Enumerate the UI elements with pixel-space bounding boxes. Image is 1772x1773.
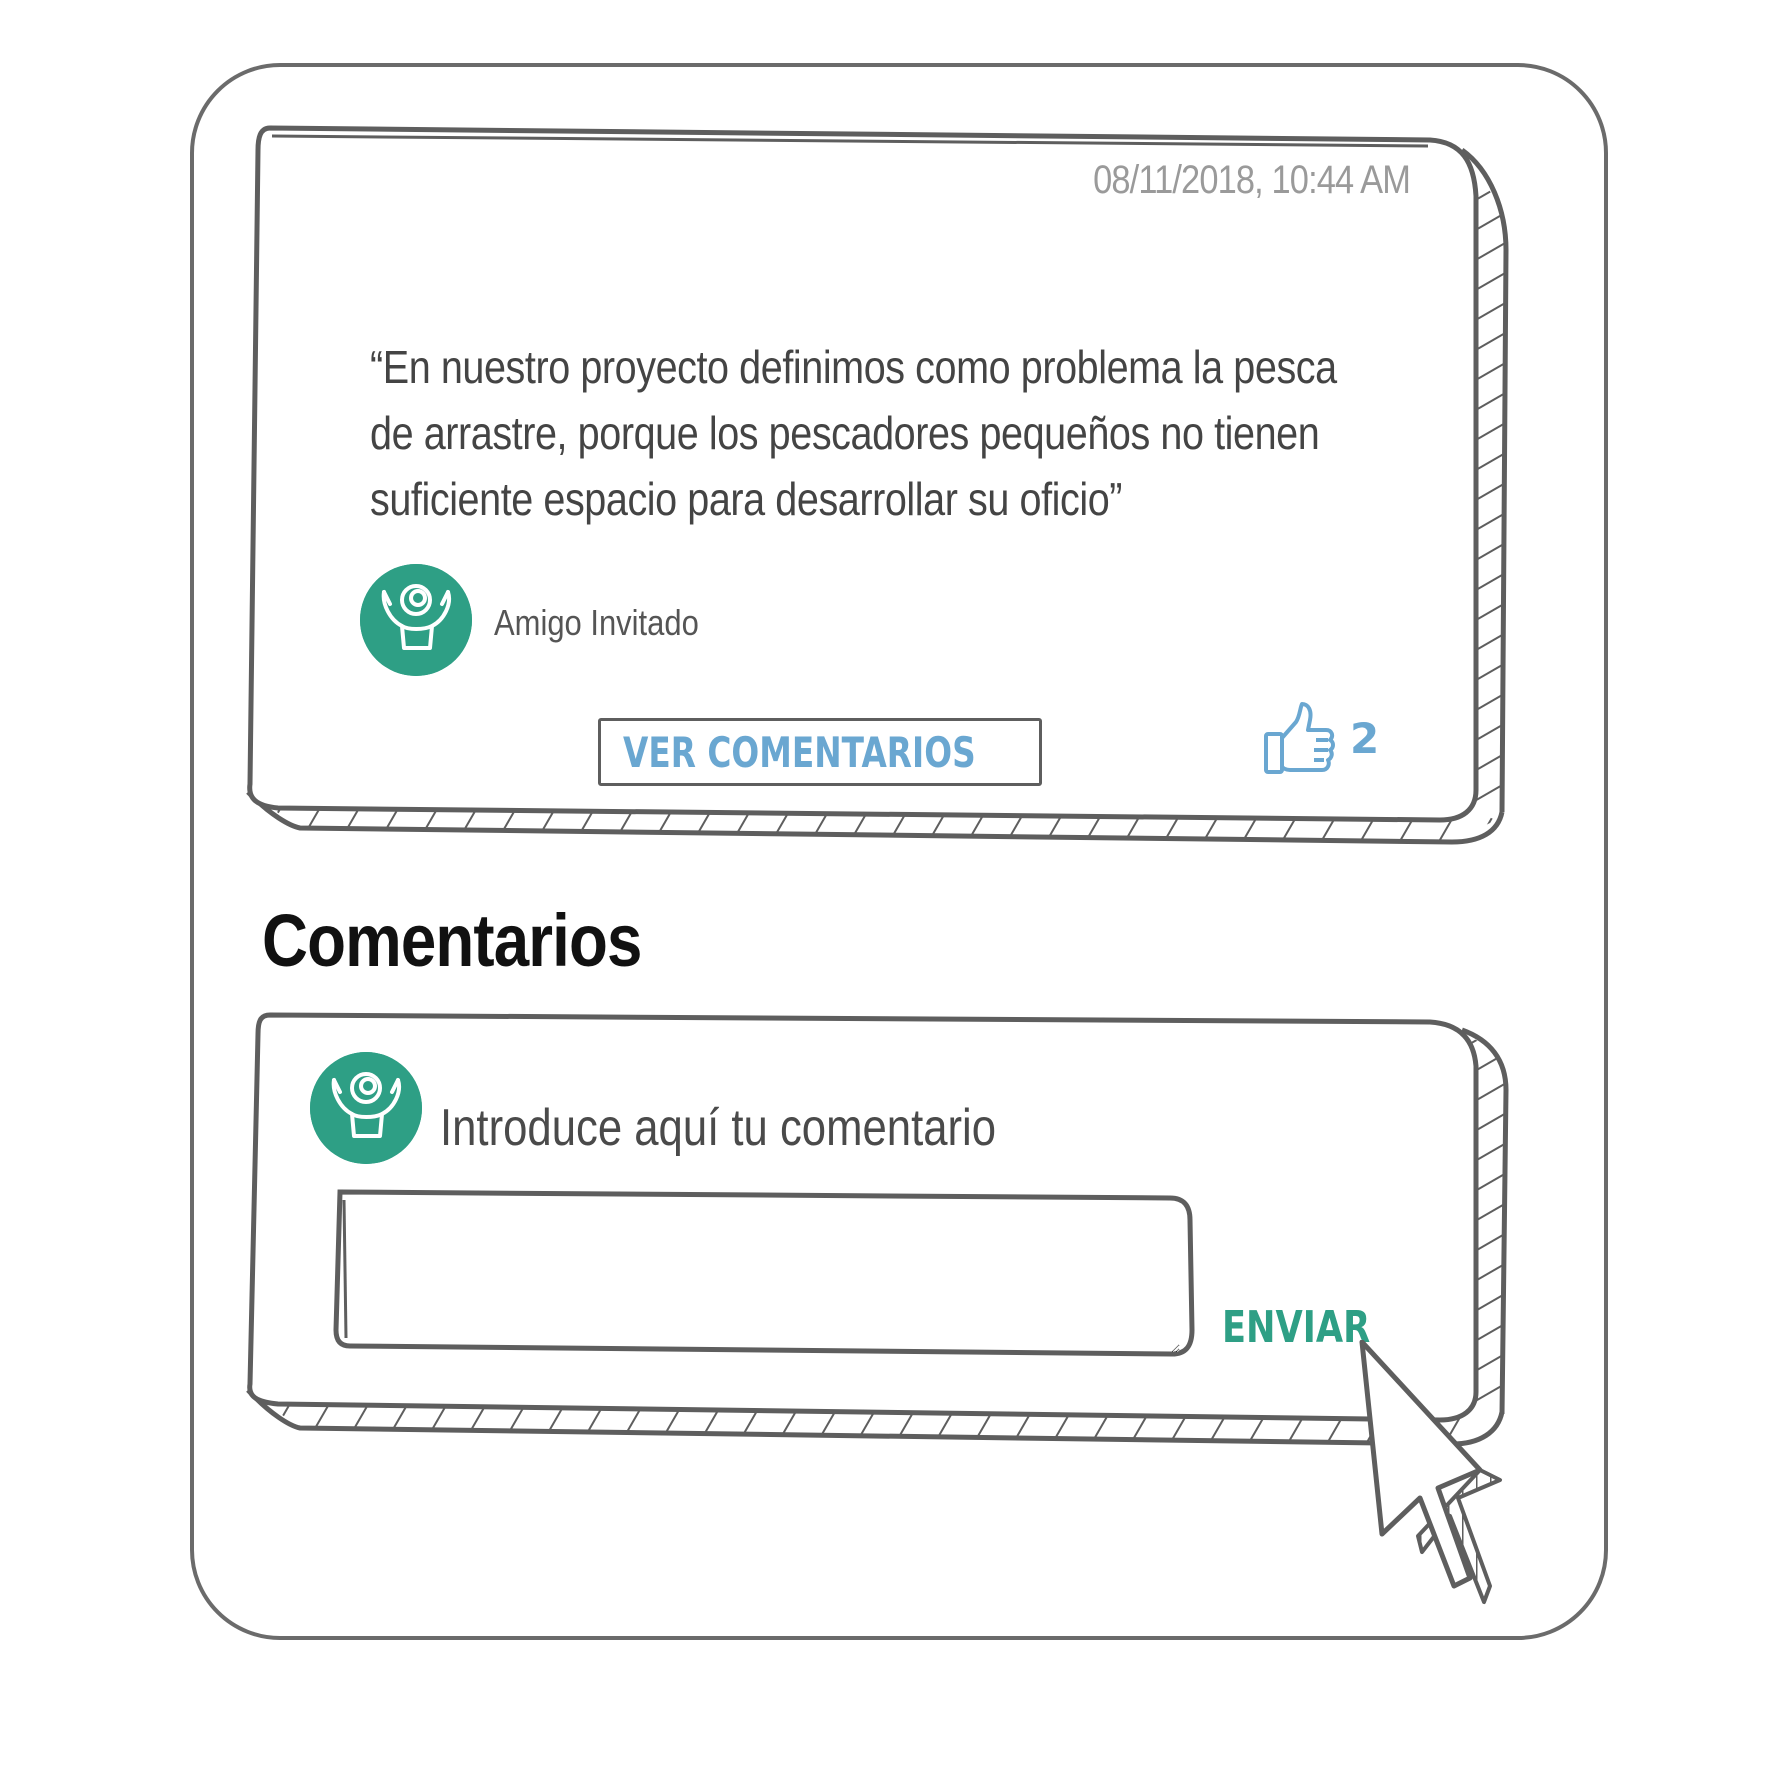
cheering-person-icon: [360, 564, 472, 676]
post-quote: “En nuestro proyecto definimos como prob…: [370, 341, 1337, 525]
author-avatar: [360, 564, 472, 676]
comments-section-title: Comentarios: [262, 899, 642, 982]
view-comments-label: VER COMENTARIOS: [623, 727, 976, 777]
view-comments-button[interactable]: VER COMENTARIOS: [598, 718, 1042, 786]
thumbs-up-icon: [1264, 702, 1335, 774]
send-button[interactable]: ENVIAR: [1222, 1302, 1371, 1353]
comment-textarea[interactable]: [334, 1193, 1180, 1353]
current-user-avatar: [310, 1052, 422, 1164]
like-button[interactable]: 2: [1262, 700, 1379, 776]
like-count: 2: [1350, 713, 1380, 763]
mouse-cursor-icon: [1359, 1340, 1502, 1604]
post-timestamp: 08/11/2018, 10:44 AM: [1093, 158, 1411, 202]
comment-prompt: Introduce aquí tu comentario: [440, 1099, 997, 1157]
cheering-person-icon: [310, 1052, 422, 1164]
author-name: Amigo Invitado: [494, 602, 699, 643]
outer-frame: [190, 63, 1608, 1640]
